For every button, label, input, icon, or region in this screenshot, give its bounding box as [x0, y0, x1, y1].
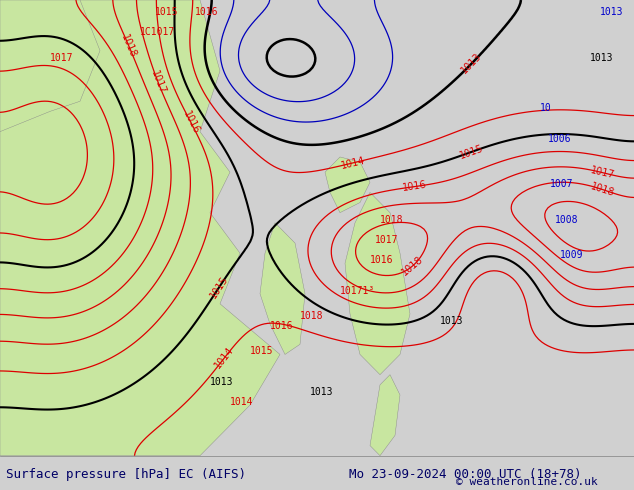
- Text: 1017: 1017: [589, 165, 615, 180]
- Text: 1017: 1017: [50, 53, 74, 63]
- Text: 1018: 1018: [119, 33, 138, 59]
- Text: 1013: 1013: [310, 387, 333, 397]
- Text: 1015: 1015: [250, 346, 273, 356]
- Point: [0, 452, 5, 460]
- Text: 10171³: 10171³: [340, 286, 375, 295]
- Text: 1017: 1017: [375, 235, 399, 245]
- Text: 1018: 1018: [380, 215, 403, 225]
- Text: 1016: 1016: [370, 255, 394, 265]
- Text: 1015: 1015: [458, 143, 485, 161]
- Point: [0, 452, 5, 460]
- Text: 1015: 1015: [155, 7, 179, 17]
- Text: Mo 23-09-2024 00:00 UTC (18+78): Mo 23-09-2024 00:00 UTC (18+78): [349, 467, 581, 481]
- Text: 1009: 1009: [560, 250, 583, 260]
- Text: © weatheronline.co.uk: © weatheronline.co.uk: [456, 477, 598, 487]
- Text: 1016: 1016: [181, 110, 201, 136]
- Text: 1013: 1013: [590, 53, 614, 63]
- Polygon shape: [260, 223, 305, 354]
- Polygon shape: [345, 193, 410, 375]
- Polygon shape: [0, 0, 100, 132]
- Polygon shape: [325, 157, 370, 213]
- Text: 1018: 1018: [400, 254, 425, 278]
- Polygon shape: [0, 0, 280, 456]
- Text: 1015: 1015: [208, 274, 230, 300]
- Text: 1013: 1013: [600, 7, 623, 17]
- Text: 1017: 1017: [149, 69, 167, 96]
- Text: 1013: 1013: [440, 316, 463, 326]
- Text: 1006: 1006: [548, 134, 571, 144]
- Text: 1013: 1013: [210, 377, 233, 387]
- Text: 1018: 1018: [300, 311, 323, 321]
- Polygon shape: [370, 375, 400, 456]
- Text: 1014: 1014: [213, 345, 236, 370]
- Text: 1014: 1014: [230, 397, 254, 407]
- Point: [0, 452, 5, 460]
- Text: 1013: 1013: [460, 51, 484, 76]
- Text: 10: 10: [540, 103, 552, 113]
- Text: 1008: 1008: [555, 215, 578, 225]
- Text: 1016: 1016: [401, 180, 427, 194]
- Text: 1007: 1007: [550, 179, 574, 189]
- Text: 1C1017: 1C1017: [140, 27, 175, 37]
- Text: 1016: 1016: [270, 321, 294, 331]
- Text: 1016: 1016: [195, 7, 219, 17]
- Text: 1018: 1018: [590, 181, 616, 198]
- Text: Surface pressure [hPa] EC (AIFS): Surface pressure [hPa] EC (AIFS): [6, 467, 247, 481]
- Text: 1014: 1014: [340, 155, 366, 171]
